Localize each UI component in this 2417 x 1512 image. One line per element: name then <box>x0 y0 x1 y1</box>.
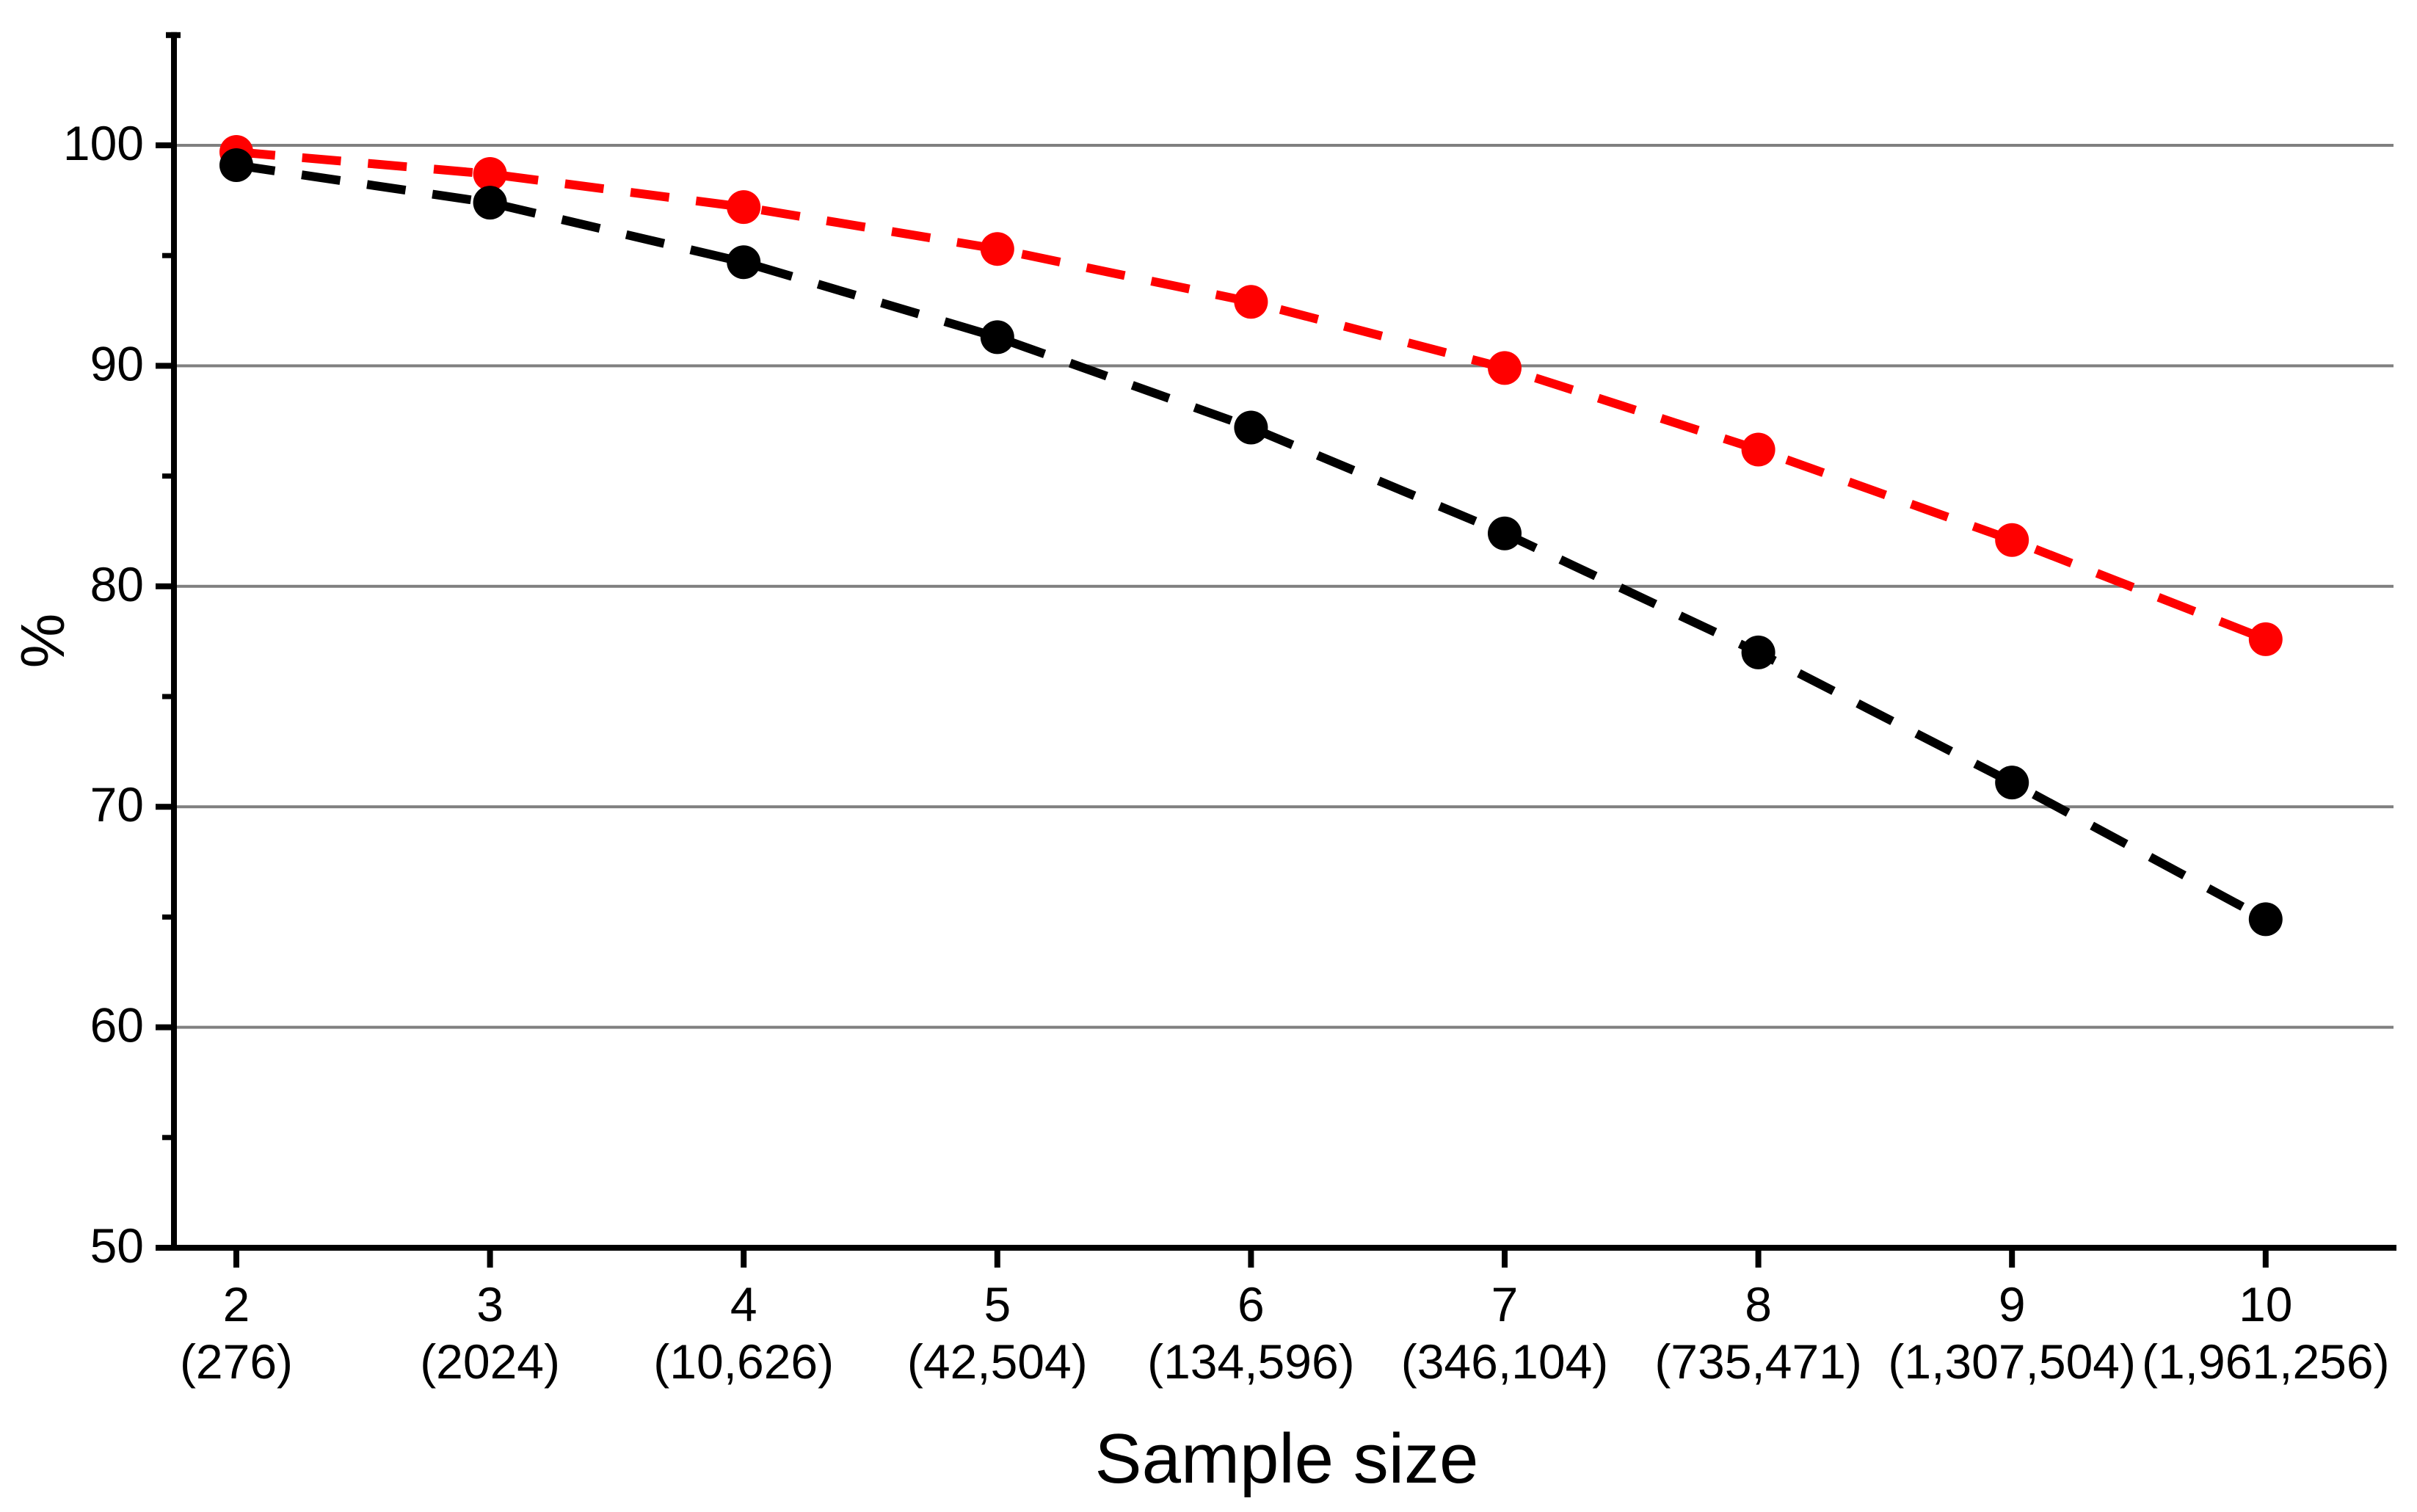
x-tick-label: 2 <box>223 1277 250 1331</box>
black-dashed-series-marker <box>2248 902 2283 937</box>
y-axis-title: % <box>8 614 77 669</box>
black-dashed-series-marker <box>1995 766 2029 800</box>
red-dashed-series-marker <box>1234 285 1268 319</box>
x-tick-label: 4 <box>730 1277 757 1331</box>
gridline <box>177 584 2394 588</box>
y-minor-tick <box>162 473 171 479</box>
y-tick-label: 60 <box>90 998 144 1053</box>
red-dashed-series-marker <box>1741 432 1776 467</box>
x-tick <box>2262 1251 2269 1268</box>
gridline <box>177 1025 2394 1029</box>
y-tick-label: 50 <box>90 1218 144 1273</box>
y-tick-label: 90 <box>90 336 144 390</box>
y-minor-tick <box>162 694 171 699</box>
red-dashed-series-marker <box>727 190 761 225</box>
x-tick-sublabel: (276) <box>180 1334 293 1389</box>
y-minor-tick <box>162 914 171 920</box>
x-tick <box>233 1251 239 1268</box>
red-dashed-series-marker <box>473 157 507 192</box>
x-tick-label: 8 <box>1745 1277 1772 1331</box>
y-axis-top-cap <box>166 32 181 38</box>
red-dashed-series-marker <box>1995 523 2029 557</box>
y-major-tick <box>156 363 171 369</box>
x-tick-label: 6 <box>1237 1277 1265 1331</box>
gridline <box>177 364 2394 368</box>
y-minor-tick <box>162 252 171 258</box>
black-dashed-series-marker <box>980 320 1014 355</box>
y-minor-tick <box>162 1135 171 1141</box>
x-axis-title: Sample size <box>1095 1420 1479 1498</box>
black-dashed-series-marker <box>1741 635 1776 669</box>
gridline <box>177 805 2394 809</box>
x-tick <box>741 1251 747 1268</box>
x-tick-sublabel: (134,596) <box>1147 1334 1355 1389</box>
x-tick-sublabel: (10,626) <box>653 1334 834 1389</box>
x-tick <box>2009 1251 2016 1268</box>
y-major-tick <box>156 1245 171 1251</box>
x-tick-sublabel: (2024) <box>420 1334 560 1389</box>
tick-labels: 100 90 80 70 60 50 2(276) 3(2024) 4(10,626) 5(42,… <box>63 116 2390 1389</box>
black-dashed-series-marker <box>1234 410 1268 445</box>
x-tick-label: 5 <box>984 1277 1011 1331</box>
x-tick <box>1248 1251 1254 1268</box>
black-dashed-series-marker <box>727 245 761 280</box>
red-dashed-series-marker <box>980 232 1014 266</box>
gridline <box>177 144 2394 147</box>
x-tick-label: 3 <box>476 1277 504 1331</box>
x-tick-label: 10 <box>2239 1277 2292 1331</box>
x-tick-label: 7 <box>1491 1277 1519 1331</box>
gridlines <box>177 144 2394 1029</box>
x-tick <box>1755 1251 1762 1268</box>
y-tick-label: 80 <box>90 557 144 611</box>
data-series <box>219 135 2283 937</box>
red-dashed-series-marker <box>2248 622 2283 656</box>
x-tick-sublabel: (735,471) <box>1654 1334 1862 1389</box>
y-major-tick <box>156 142 171 148</box>
black-dashed-series-marker <box>473 186 507 220</box>
x-tick-label: 9 <box>1999 1277 2026 1331</box>
y-tick-label: 70 <box>90 777 144 832</box>
black-dashed-series-marker <box>219 148 253 183</box>
x-tick <box>994 1251 1000 1268</box>
x-tick-sublabel: (1,307,504) <box>1888 1334 2136 1389</box>
red-dashed-series-marker <box>1488 351 1522 385</box>
y-major-tick <box>156 583 171 589</box>
x-tick-sublabel: (1,961,256) <box>2142 1334 2390 1389</box>
y-major-tick <box>156 1024 171 1031</box>
y-major-tick <box>156 804 171 810</box>
y-tick-label: 100 <box>63 116 144 170</box>
axes <box>156 32 2396 1268</box>
black-dashed-series-marker <box>1488 516 1522 550</box>
red-dashed-series-line <box>236 148 2267 644</box>
x-tick-sublabel: (42,504) <box>907 1334 1088 1389</box>
black-dashed-series-line <box>236 161 2268 923</box>
x-tick <box>1502 1251 1508 1268</box>
y-axis-line <box>171 32 177 1251</box>
x-tick <box>487 1251 493 1268</box>
x-axis-line <box>171 1245 2396 1251</box>
x-tick-sublabel: (346,104) <box>1401 1334 1609 1389</box>
